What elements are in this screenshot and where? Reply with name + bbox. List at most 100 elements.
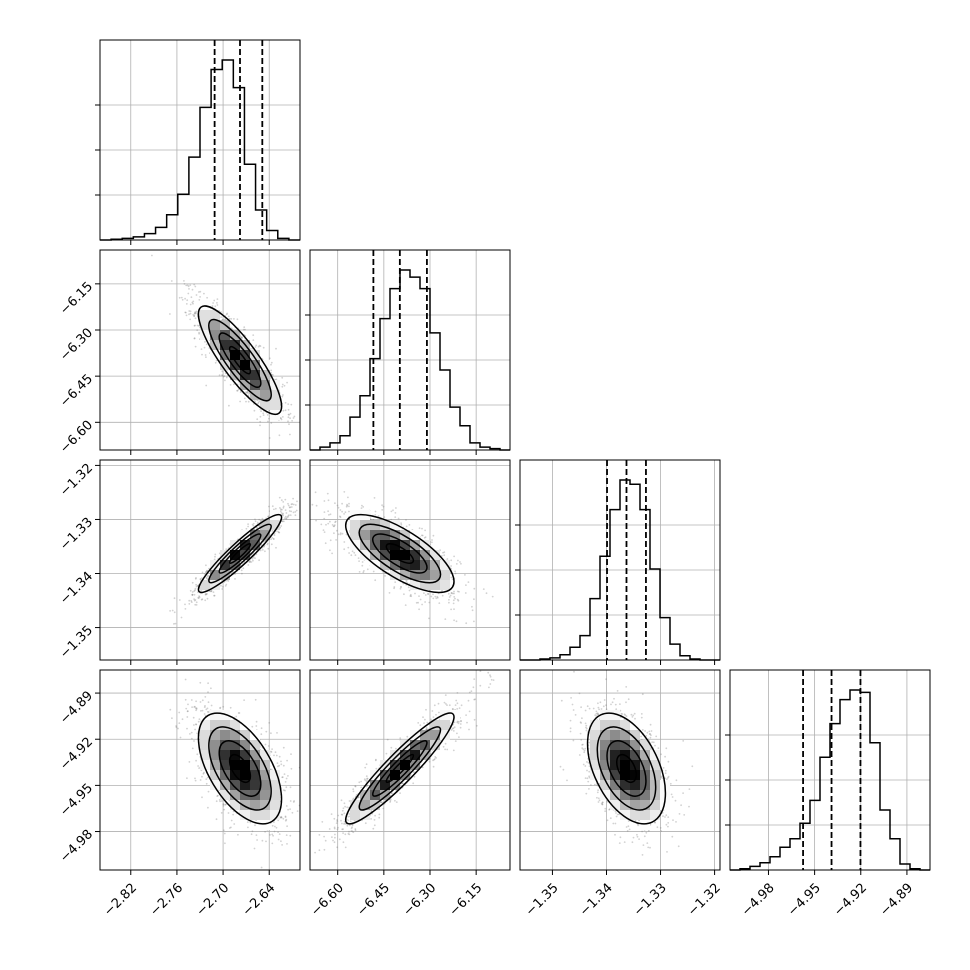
scatter-point (194, 311, 197, 314)
scatter-point (322, 529, 325, 531)
scatter-point (454, 597, 456, 600)
scatter-point (191, 591, 194, 593)
scatter-point (262, 412, 265, 415)
scatter-point (450, 592, 453, 594)
scatter-point (191, 594, 194, 596)
scatter-point (270, 422, 273, 424)
scatter-point (447, 592, 450, 595)
scatter-point (248, 561, 251, 563)
scatter-point (394, 581, 397, 583)
scatter-point (214, 361, 217, 364)
density-cell (200, 580, 210, 590)
scatter-point (268, 437, 271, 439)
scatter-point (291, 503, 294, 505)
density-cell (440, 570, 450, 580)
density-cell (230, 340, 240, 350)
scatter-point (341, 532, 344, 535)
contour-3 (228, 345, 252, 375)
scatter-point (188, 310, 191, 312)
scatter-point (473, 587, 476, 590)
scatter-point (314, 491, 317, 494)
scatter-point (256, 521, 259, 524)
scatter-point (296, 520, 298, 522)
scatter-point (266, 543, 269, 546)
scatter-point (441, 594, 444, 597)
scatter-point (424, 529, 426, 532)
scatter-point (464, 574, 466, 576)
scatter-point (194, 779, 197, 782)
scatter-point (198, 331, 201, 334)
scatter-point (471, 609, 474, 612)
scatter-point (255, 720, 258, 723)
scatter-point (423, 537, 426, 539)
density-cell (430, 550, 440, 560)
density-panel-0-2 (99, 459, 304, 661)
scatter-point (454, 570, 456, 573)
scatter-point (203, 292, 205, 295)
scatter-point (287, 413, 290, 416)
scatter-point (193, 599, 196, 602)
scatter-point (336, 529, 338, 532)
scatter-point (184, 311, 187, 314)
scatter-point (173, 597, 176, 600)
scatter-point (329, 539, 332, 542)
scatter-point (421, 534, 424, 537)
scatter-point (288, 510, 291, 512)
histogram-1 (310, 269, 510, 451)
scatter-point (240, 336, 243, 339)
scatter-point (173, 623, 175, 625)
scatter-point (284, 509, 287, 511)
scatter-point (198, 291, 200, 293)
scatter-point (262, 346, 265, 349)
scatter-point (290, 403, 293, 406)
density-cell (400, 530, 410, 540)
scatter-point (280, 418, 283, 421)
density-cell (250, 370, 260, 380)
scatter-point (206, 575, 209, 578)
scatter-point (315, 504, 318, 507)
contour-0 (197, 513, 283, 594)
scatter-point (326, 492, 329, 495)
scatter-point (199, 578, 202, 581)
scatter-point (336, 504, 339, 507)
scatter-point (193, 315, 196, 318)
scatter-point (228, 317, 231, 320)
scatter-point (404, 604, 407, 606)
density-cell (220, 350, 230, 360)
scatter-point (218, 374, 221, 377)
scatter-point (331, 552, 333, 555)
density-cell (400, 550, 410, 560)
scatter-point (201, 796, 203, 799)
scatter-point (236, 389, 239, 392)
scatter-point (258, 518, 261, 521)
scatter-point (293, 415, 296, 418)
scatter-point (343, 513, 345, 515)
scatter-point (285, 517, 288, 520)
scatter-point (428, 617, 430, 620)
density-cell (210, 310, 220, 320)
scatter-point (209, 590, 212, 593)
scatter-point (393, 586, 396, 588)
scatter-point (276, 732, 278, 734)
scatter-point (201, 353, 203, 356)
density-cell (420, 580, 430, 590)
scatter-point (455, 563, 458, 565)
scatter-point (250, 561, 253, 563)
scatter-point (204, 593, 207, 596)
scatter-point (331, 524, 334, 526)
density-cell (360, 530, 370, 540)
density-cell (250, 380, 260, 390)
density-cell (400, 540, 410, 550)
scatter-point (302, 499, 304, 501)
scatter-point (421, 603, 423, 606)
scatter-point (278, 496, 281, 499)
scatter-point (204, 599, 207, 602)
density-cell (400, 560, 410, 570)
scatter-point (199, 290, 202, 293)
scatter-point (459, 561, 461, 563)
scatter-point (189, 318, 192, 321)
scatter-point (280, 499, 283, 502)
scatter-point (281, 416, 284, 418)
density-cell (260, 530, 270, 540)
density-cell (410, 570, 420, 580)
